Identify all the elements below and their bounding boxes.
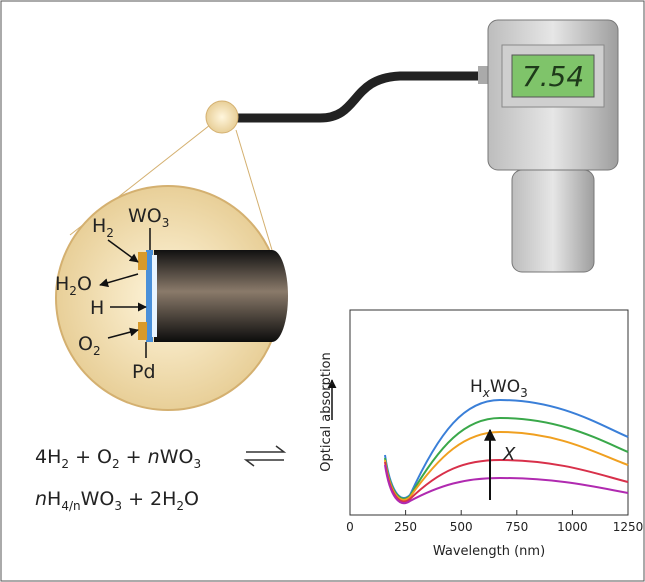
curve [384, 458, 629, 503]
x-tick-label: 1000 [557, 520, 588, 534]
wo3-layer [146, 250, 153, 342]
arrow [107, 327, 139, 339]
curve [384, 430, 629, 501]
reading: 7.54 [522, 60, 584, 93]
x-tick-label: 750 [505, 520, 528, 534]
arrow [107, 239, 139, 263]
label-pd: Pd [132, 361, 156, 383]
meter-handle [511, 169, 595, 273]
label-h: H [90, 297, 104, 319]
arrow-label: X [502, 444, 516, 465]
label-h2: H2 [92, 215, 114, 240]
sensor-tip [205, 100, 239, 134]
fiber-face [152, 255, 157, 337]
x-tick-label: 250 [394, 520, 417, 534]
zoom-line [235, 129, 273, 251]
pd-layer [138, 252, 147, 270]
y-label: Optical absorption [319, 352, 334, 472]
curve-label: HxWO3 [470, 377, 528, 400]
equilibrium-arrows [243, 445, 287, 467]
x-label: Wavelength (nm) [433, 544, 545, 559]
curve [384, 464, 629, 504]
curve [384, 416, 629, 500]
x-tick-label: 1250 [613, 520, 644, 534]
x-tick-label: 500 [450, 520, 473, 534]
label-o2: O2 [78, 333, 101, 358]
pd-layer [138, 322, 147, 340]
x-tick-label: 0 [346, 520, 354, 534]
equation-line: nH4/nWO3 + 2H2O [35, 488, 199, 513]
connector [478, 66, 490, 84]
equation-line: 4H2 + O2 + nWO3 [35, 446, 201, 471]
arrow [99, 273, 139, 288]
cable [232, 71, 485, 123]
label-h2o: H2O [55, 273, 92, 298]
display [511, 54, 595, 98]
label-wo3: WO3 [128, 205, 169, 230]
fiber [154, 250, 288, 342]
